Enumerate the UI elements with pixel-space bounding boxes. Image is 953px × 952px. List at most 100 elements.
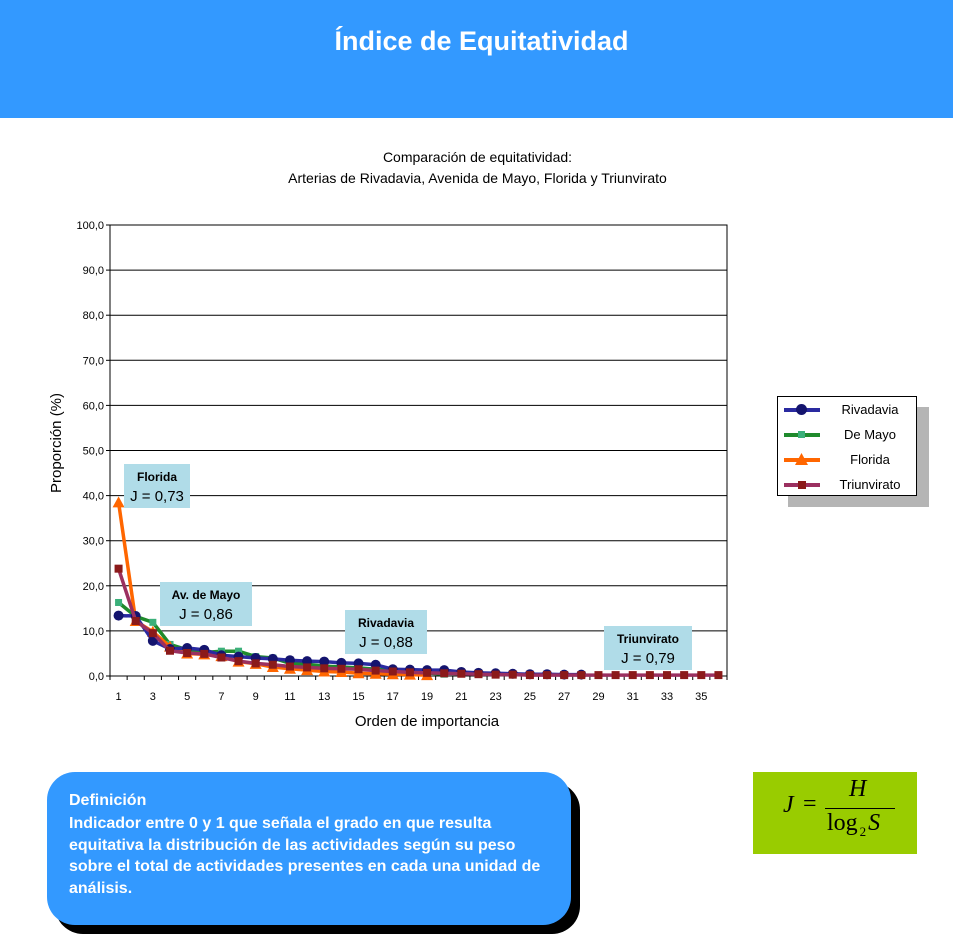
page-header: Índice de Equitatividad [0, 0, 953, 118]
formula-numerator: H [849, 776, 867, 802]
definition-box: Definición Indicador entre 0 y 1 que señ… [47, 772, 571, 925]
data-point [628, 671, 637, 680]
data-point [112, 496, 125, 508]
annotation-box [345, 610, 427, 654]
x-tick-label: 7 [218, 691, 224, 703]
x-tick-label: 11 [284, 691, 295, 703]
data-point [285, 662, 294, 671]
data-point [268, 660, 277, 669]
series-triunvirato [114, 564, 723, 680]
data-point [714, 671, 723, 680]
formula-log: log [827, 810, 858, 836]
data-point [543, 671, 552, 680]
data-point [303, 663, 312, 672]
annotation-box [160, 582, 252, 626]
formula-lhs: J [783, 792, 794, 818]
formula-box: J = H log 2S [753, 772, 917, 854]
data-point [577, 671, 586, 680]
data-point [354, 665, 363, 674]
y-tick-label: 40,0 [83, 491, 104, 503]
chart-annotations: Florida J = 0,73 Av. de Mayo J = 0,86 Rivada… [124, 464, 692, 670]
annotation-value: J = 0,79 [621, 650, 675, 667]
chart-title-line-2: Arterias de Rivadavia, Avenida de Mayo, … [288, 170, 667, 186]
data-point [217, 653, 226, 662]
chart-title-line-1: Comparación de equitatividad: [382, 149, 573, 165]
x-axis-label: Orden de importancia [355, 713, 500, 730]
data-point [457, 669, 466, 678]
x-tick-label: 19 [421, 691, 433, 703]
annotation-value: J = 0,86 [179, 606, 233, 623]
annotation-rivadavia: Rivadavia J = 0,88 [345, 610, 427, 654]
x-tick-label: 23 [490, 691, 502, 703]
legend-label: De Mayo [843, 427, 897, 442]
y-tick-label: 0,0 [89, 671, 104, 683]
data-point [183, 648, 192, 657]
square-marker-icon [798, 431, 805, 438]
data-point [165, 646, 174, 655]
x-tick-label: 5 [184, 691, 190, 703]
legend-label: Rivadavia [841, 402, 899, 417]
y-tick-label: 30,0 [83, 536, 104, 548]
legend-label: Triunvirato [839, 477, 901, 492]
legend-item-triunvirato: Triunvirato [778, 473, 916, 495]
x-tick-label: 9 [253, 691, 259, 703]
data-point [663, 671, 672, 680]
formula-log-base: 2 [859, 824, 867, 839]
data-point [697, 671, 706, 680]
x-tick-label: 33 [661, 691, 673, 703]
y-axis-label: Proporción (%) [48, 393, 65, 493]
y-tick-label: 70,0 [83, 355, 104, 367]
data-point [560, 671, 569, 680]
data-point [388, 667, 397, 676]
data-point [680, 671, 689, 680]
annotation-name: Triunvirato [617, 632, 679, 646]
data-point [148, 629, 157, 638]
data-point [200, 649, 209, 658]
formula-variable: S [868, 810, 881, 836]
x-tick-label: 1 [116, 691, 122, 703]
data-point [131, 616, 140, 625]
data-point [611, 671, 620, 680]
chart-legend: Rivadavia De Mayo Florida Triunvirato [777, 396, 917, 496]
annotation-triunvirato: Triunvirato J = 0,79 [604, 626, 692, 670]
data-point [113, 610, 124, 621]
y-tick-label: 50,0 [83, 446, 104, 458]
data-point [234, 657, 243, 666]
data-point [405, 668, 414, 677]
data-point [645, 671, 654, 680]
y-tick-label: 60,0 [83, 400, 104, 412]
data-point [320, 664, 329, 673]
chart-axes: 0,0 10,0 20,0 30,0 40,0 50,0 60,0 70,0 80,0 90,0 1… [48, 220, 728, 730]
x-tick-label: 13 [318, 691, 330, 703]
formula-denominator: log 2S [827, 810, 880, 840]
legend-label: Florida [850, 452, 890, 467]
data-point [115, 598, 123, 606]
data-point [235, 647, 243, 655]
circle-marker-icon [796, 404, 807, 415]
annotation-value: J = 0,88 [359, 634, 413, 651]
annotation-av-de-mayo: Av. de Mayo J = 0,86 [160, 582, 252, 626]
data-point [147, 635, 158, 646]
annotation-florida: Florida J = 0,73 [124, 464, 190, 508]
annotation-box [604, 626, 692, 670]
definition-title: Definición [69, 792, 147, 809]
y-tick-label: 20,0 [83, 581, 104, 593]
data-point [337, 664, 346, 673]
legend-item-florida: Florida [778, 448, 916, 470]
data-point [114, 564, 123, 573]
chart-series [112, 496, 723, 681]
data-point [491, 670, 500, 679]
legend-item-rivadavia: Rivadavia [778, 398, 916, 420]
y-tick-label: 90,0 [83, 265, 104, 277]
x-tick-label: 31 [627, 691, 639, 703]
x-tick-label: 15 [352, 691, 364, 703]
formula-equals: = [803, 791, 817, 817]
annotation-name: Florida [137, 470, 177, 484]
page-title: Índice de Equitatividad [334, 26, 629, 56]
definition-text: Indicador entre 0 y 1 que señala el grad… [69, 815, 541, 897]
x-tick-label: 27 [558, 691, 570, 703]
chart-area: 0,0 10,0 20,0 30,0 40,0 50,0 60,0 70,0 80,0 90,0 1… [48, 220, 728, 730]
annotation-name: Av. de Mayo [172, 588, 241, 602]
y-tick-label: 10,0 [83, 626, 104, 638]
x-tick-label: 25 [524, 691, 536, 703]
